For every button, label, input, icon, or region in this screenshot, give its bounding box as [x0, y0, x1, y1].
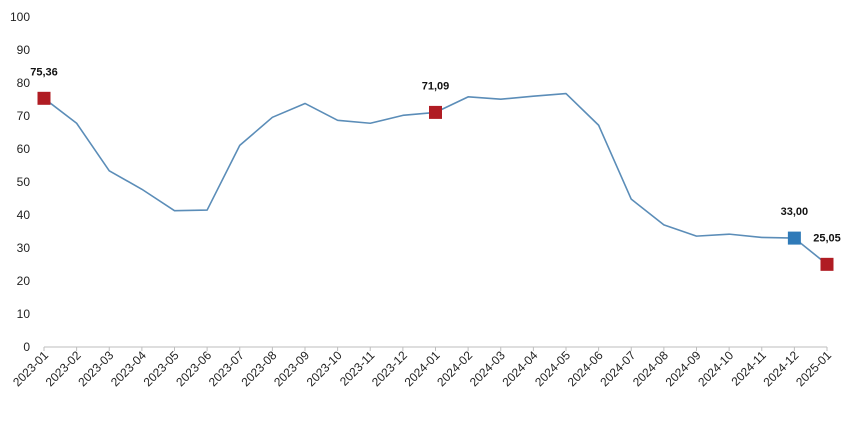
y-axis-ticks: 0 10 20 30 40 50 60 70 80 90 100: [10, 10, 30, 354]
y-tick-label: 20: [17, 274, 31, 288]
y-tick-label: 100: [10, 10, 30, 24]
y-tick-label: 70: [17, 109, 31, 123]
y-tick-label: 10: [17, 307, 31, 321]
y-tick-label: 50: [17, 175, 31, 189]
x-axis-ticks: 2023-012023-022023-032023-042023-052023-…: [10, 347, 834, 389]
highlight-marker: [787, 231, 801, 245]
series-line: [43, 92, 828, 265]
data-label: 75,36: [30, 66, 58, 78]
data-label: 33,00: [781, 206, 809, 218]
y-tick-label: 80: [17, 76, 31, 90]
data-label: 25,05: [813, 232, 841, 244]
data-label: 71,09: [422, 80, 450, 92]
highlight-marker: [429, 105, 442, 119]
highlight-marker: [37, 91, 51, 105]
y-tick-label: 40: [17, 208, 31, 222]
y-tick-label: 0: [23, 340, 30, 354]
y-tick-label: 60: [17, 142, 31, 156]
highlight-marker: [820, 257, 834, 271]
highlight-markers: 75,36 71,09 33,00 25,05: [30, 66, 841, 271]
x-tick-label: 2024-10: [695, 348, 736, 389]
y-tick-label: 90: [17, 43, 31, 57]
y-tick-label: 30: [17, 241, 31, 255]
x-tick-label: 2025-01: [793, 348, 834, 389]
x-tick-label: 2023-10: [304, 348, 345, 389]
